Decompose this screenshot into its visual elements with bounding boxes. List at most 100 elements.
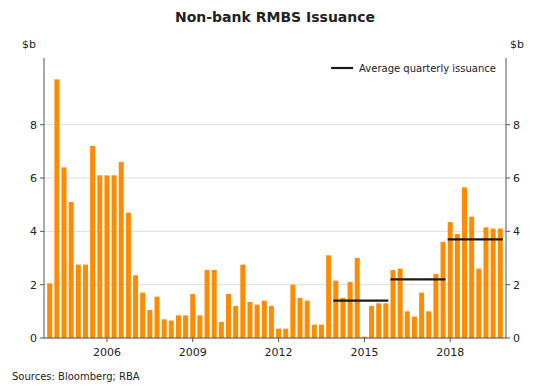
- x-tick: [364, 338, 365, 342]
- y2-tick-label: 0: [513, 332, 520, 345]
- bar: [212, 270, 217, 338]
- y2-tick-label: 6: [513, 172, 520, 185]
- bar: [240, 265, 245, 338]
- bar: [283, 329, 288, 338]
- bar: [247, 302, 252, 338]
- bar: [169, 321, 174, 338]
- y2-tick: [506, 231, 510, 232]
- bar: [419, 293, 424, 338]
- bar: [69, 202, 74, 338]
- bar: [426, 311, 431, 338]
- axes: 024680246820062009201220152018: [30, 58, 520, 359]
- bar: [62, 167, 67, 338]
- bar: [355, 258, 360, 338]
- bar: [333, 281, 338, 338]
- bar: [298, 298, 303, 338]
- bar: [469, 217, 474, 338]
- bar: [76, 265, 81, 338]
- x-tick-label: 2006: [93, 346, 121, 359]
- bar: [383, 303, 388, 338]
- bar: [462, 187, 467, 338]
- bar: [147, 310, 152, 338]
- bar: [219, 322, 224, 338]
- y2-tick: [506, 284, 510, 285]
- source-note: Sources: Bloomberg; RBA: [12, 371, 140, 382]
- average-line: [333, 300, 388, 302]
- y2-tick: [506, 124, 510, 125]
- y2-tick-label: 8: [513, 119, 520, 132]
- bar: [305, 301, 310, 338]
- bar: [112, 175, 117, 338]
- y-axis-label: $b: [22, 38, 36, 51]
- y-tick: [40, 178, 44, 179]
- average-line: [391, 278, 446, 280]
- chart-svg: 024680246820062009201220152018Non-bank R…: [0, 0, 550, 390]
- bar: [54, 79, 59, 338]
- bar: [47, 283, 52, 338]
- bar: [183, 315, 188, 338]
- bar: [190, 294, 195, 338]
- x-axis-line: [44, 338, 506, 339]
- bar: [340, 298, 345, 338]
- y-tick-label: 2: [30, 279, 37, 292]
- y2-axis-label: $b: [510, 38, 524, 51]
- legend-swatch: [331, 67, 353, 69]
- bar: [97, 175, 102, 338]
- bar: [498, 229, 503, 338]
- bar: [104, 175, 109, 338]
- grid: [44, 125, 506, 338]
- x-tick: [106, 338, 107, 342]
- bar: [205, 270, 210, 338]
- average-line: [448, 238, 503, 240]
- x-tick: [278, 338, 279, 342]
- bar: [119, 162, 124, 338]
- y-tick: [40, 284, 44, 285]
- bar: [262, 301, 267, 338]
- bar: [376, 303, 381, 338]
- bar: [276, 329, 281, 338]
- grid-line: [44, 124, 506, 125]
- bar: [83, 265, 88, 338]
- bar: [133, 275, 138, 338]
- bar: [154, 297, 159, 338]
- x-tick-label: 2015: [350, 346, 378, 359]
- y-axis-line: [44, 58, 45, 338]
- bar: [455, 234, 460, 338]
- bar: [140, 293, 145, 338]
- y-tick: [40, 338, 44, 339]
- bar: [226, 294, 231, 338]
- y-tick-label: 4: [30, 225, 37, 238]
- bar: [312, 325, 317, 338]
- bar: [441, 242, 446, 338]
- plot-area: [47, 79, 503, 338]
- y-tick: [40, 124, 44, 125]
- bar: [90, 146, 95, 338]
- bar: [476, 269, 481, 338]
- bar: [491, 229, 496, 338]
- bar: [348, 282, 353, 338]
- bar: [433, 274, 438, 338]
- x-tick: [192, 338, 193, 342]
- x-tick-label: 2009: [179, 346, 207, 359]
- bar: [162, 319, 167, 338]
- bar: [233, 306, 238, 338]
- y-tick-label: 6: [30, 172, 37, 185]
- legend-label: Average quarterly issuance: [359, 63, 496, 74]
- bar: [369, 306, 374, 338]
- y2-tick: [506, 178, 510, 179]
- y2-tick: [506, 338, 510, 339]
- y-tick-label: 0: [30, 332, 37, 345]
- y-tick: [40, 231, 44, 232]
- chart-container: 024680246820062009201220152018Non-bank R…: [0, 0, 550, 390]
- bar: [483, 227, 488, 338]
- bar: [405, 311, 410, 338]
- x-tick-label: 2018: [436, 346, 464, 359]
- bar: [197, 315, 202, 338]
- bar: [176, 315, 181, 338]
- x-tick: [450, 338, 451, 342]
- bar: [319, 325, 324, 338]
- bar: [255, 305, 260, 338]
- bar: [412, 317, 417, 338]
- bar: [326, 255, 331, 338]
- bar: [290, 285, 295, 338]
